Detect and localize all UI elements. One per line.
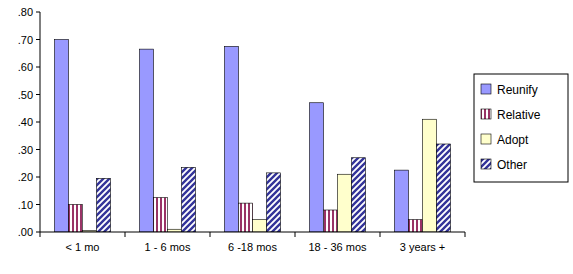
x-tick bbox=[295, 232, 296, 237]
chart: .00 .10 .20 .30 .40 .50 .60 .70 .80 < 1 mo 1 - 6 m… bbox=[0, 0, 573, 274]
bar bbox=[182, 167, 196, 232]
y-tick bbox=[36, 67, 40, 68]
y-tick-label: .80 bbox=[18, 6, 33, 18]
y-tick bbox=[36, 177, 40, 178]
bar bbox=[352, 158, 366, 232]
bar bbox=[409, 220, 423, 232]
legend-swatch bbox=[481, 159, 491, 169]
y-tick-label: .30 bbox=[18, 144, 33, 156]
bar bbox=[140, 49, 154, 232]
bar bbox=[423, 119, 437, 232]
legend-swatch bbox=[481, 109, 491, 119]
x-tick bbox=[40, 232, 41, 237]
y-tick-label: .70 bbox=[18, 34, 33, 46]
y-tick bbox=[36, 39, 40, 40]
legend-label: Other bbox=[497, 158, 527, 172]
y-tick bbox=[36, 204, 40, 205]
x-tick bbox=[380, 232, 381, 237]
bar bbox=[324, 210, 338, 232]
x-tick-label: 6 -18 mos bbox=[228, 241, 277, 253]
legend-label: Reunify bbox=[497, 83, 538, 97]
y-tick-label: .10 bbox=[18, 199, 33, 211]
bar bbox=[267, 173, 281, 232]
bar bbox=[69, 205, 83, 233]
bar bbox=[253, 220, 267, 232]
y-tick-label: .00 bbox=[18, 226, 33, 238]
x-tick-label: 18 - 36 mos bbox=[308, 241, 367, 253]
legend-swatch bbox=[481, 134, 491, 144]
bar bbox=[154, 198, 168, 232]
legend-label: Adopt bbox=[497, 133, 529, 147]
bar bbox=[55, 40, 69, 233]
y-tick bbox=[36, 232, 40, 233]
legend-swatch bbox=[481, 84, 491, 94]
bar bbox=[239, 203, 253, 232]
y-tick bbox=[36, 12, 40, 13]
x-tick bbox=[125, 232, 126, 237]
y-tick bbox=[36, 122, 40, 123]
y-tick-label: .50 bbox=[18, 89, 33, 101]
x-tick-label: < 1 mo bbox=[66, 241, 100, 253]
bar bbox=[338, 174, 352, 232]
bar bbox=[437, 144, 451, 232]
legend-box bbox=[474, 74, 568, 182]
y-tick bbox=[36, 149, 40, 150]
y-tick-label: .60 bbox=[18, 61, 33, 73]
y-tick-label: .40 bbox=[18, 116, 33, 128]
bar bbox=[310, 103, 324, 232]
x-axis-line bbox=[40, 232, 465, 233]
bars bbox=[55, 40, 451, 233]
y-tick bbox=[36, 94, 40, 95]
x-tick bbox=[465, 232, 466, 237]
x-tick-label: 3 years + bbox=[400, 241, 446, 253]
x-tick-label: 1 - 6 mos bbox=[145, 241, 191, 253]
bar bbox=[395, 170, 409, 232]
x-tick bbox=[210, 232, 211, 237]
bar bbox=[225, 46, 239, 232]
bar bbox=[97, 178, 111, 232]
y-tick-label: .20 bbox=[18, 171, 33, 183]
legend-label: Relative bbox=[497, 108, 541, 122]
